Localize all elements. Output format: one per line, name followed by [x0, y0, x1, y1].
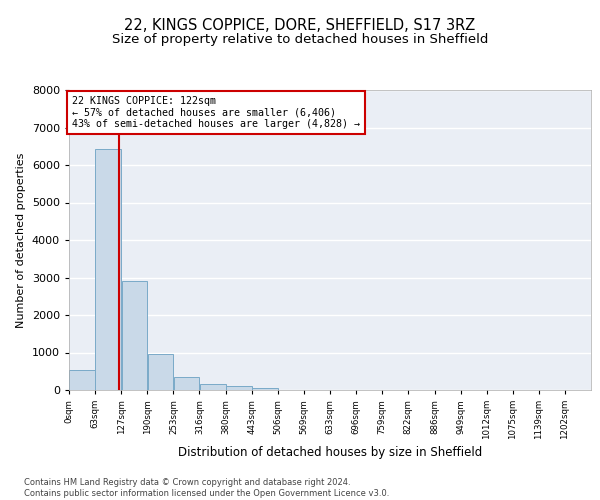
Text: Size of property relative to detached houses in Sheffield: Size of property relative to detached ho…: [112, 32, 488, 46]
Bar: [148, 354, 173, 390]
Text: 22 KINGS COPPICE: 122sqm
← 57% of detached houses are smaller (6,406)
43% of sem: 22 KINGS COPPICE: 122sqm ← 57% of detach…: [71, 96, 359, 129]
X-axis label: Distribution of detached houses by size in Sheffield: Distribution of detached houses by size …: [178, 446, 482, 460]
Bar: [252, 388, 278, 390]
Text: 22, KINGS COPPICE, DORE, SHEFFIELD, S17 3RZ: 22, KINGS COPPICE, DORE, SHEFFIELD, S17 …: [124, 18, 476, 32]
Bar: [173, 377, 199, 390]
Bar: [199, 384, 226, 390]
Text: Contains HM Land Registry data © Crown copyright and database right 2024.
Contai: Contains HM Land Registry data © Crown c…: [24, 478, 389, 498]
Bar: [226, 386, 252, 390]
Bar: [69, 370, 95, 390]
Y-axis label: Number of detached properties: Number of detached properties: [16, 152, 26, 328]
Bar: [95, 149, 121, 390]
Bar: [122, 280, 148, 390]
